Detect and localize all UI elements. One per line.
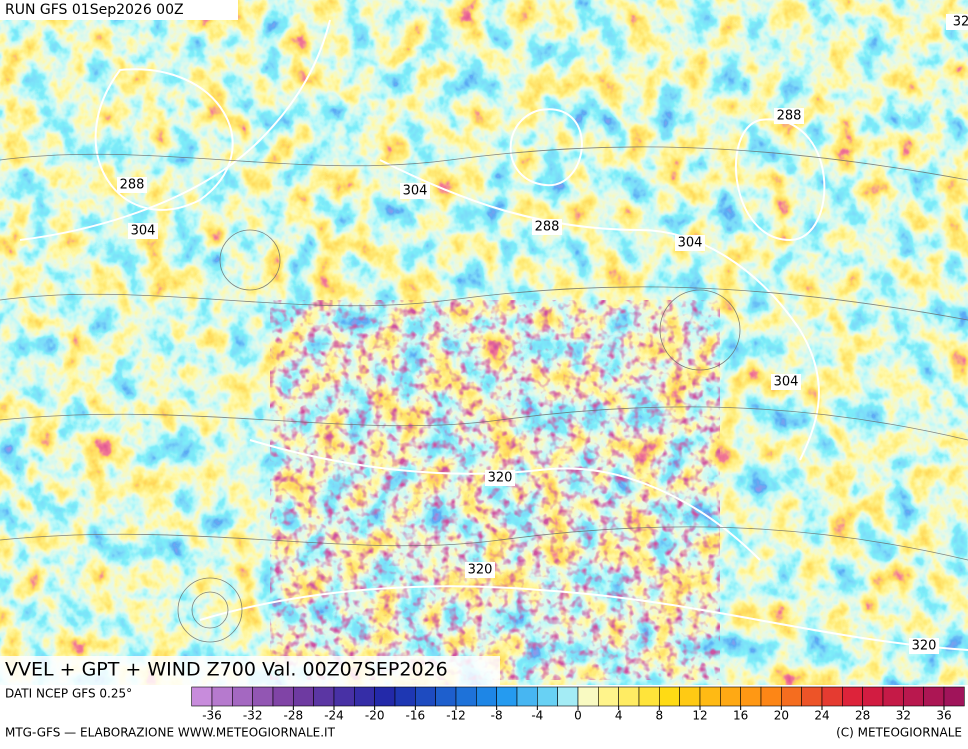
run-label: RUN GFS 01Sep2026 00Z — [5, 2, 184, 18]
colorbar-swatch — [455, 686, 477, 707]
colorbar: -36 -32 -28 -24 -20 -16 -12 -8 -4 0 4 8 12 16 20 24 28 32… — [191, 686, 965, 723]
contour-label-box — [532, 219, 562, 235]
colorbar-swatch — [923, 686, 945, 707]
colorbar-swatch — [537, 686, 558, 707]
colorbar-swatch — [781, 686, 802, 707]
contour-label: 288 — [535, 220, 560, 235]
colorbar-swatch — [882, 686, 904, 707]
colorbar-tick-label: 16 — [733, 709, 748, 723]
run-box — [0, 0, 238, 20]
contour-label-box — [485, 470, 515, 486]
colorbar-swatch — [252, 686, 274, 707]
colorbar-tick-label: -32 — [243, 709, 263, 723]
title-box — [0, 656, 500, 685]
contour-label-box — [400, 183, 430, 199]
colorbar-swatch — [516, 686, 538, 707]
colorbar-tick-label: 8 — [656, 709, 664, 723]
colorbar-swatch — [577, 686, 599, 707]
colorbar-swatch — [699, 686, 721, 707]
colorbar-swatch — [720, 686, 741, 707]
colorbar-swatch — [618, 686, 640, 707]
colorbar-swatch — [801, 686, 823, 707]
colorbar-tick-label: 0 — [574, 709, 582, 723]
colorbar-tick-label: 4 — [615, 709, 623, 723]
colorbar-tick-label: -12 — [446, 709, 466, 723]
contour-label-box — [117, 177, 147, 193]
contour-label: 304 — [403, 184, 428, 199]
colorbar-swatch — [943, 686, 965, 707]
colorbar-tick-label: -20 — [365, 709, 385, 723]
contour-label: 304 — [131, 224, 156, 239]
colorbar-swatch — [435, 686, 457, 707]
contour-label-box — [909, 638, 939, 654]
contour-label-box — [946, 14, 968, 30]
contour-label: 320 — [912, 639, 937, 654]
colorbar-swatch — [211, 686, 233, 707]
map-title: VVEL + GPT + WIND Z700 Val. 00Z07SEP2026 — [5, 659, 448, 681]
colorbar-swatch — [476, 686, 497, 707]
contour-label: 288 — [120, 178, 145, 193]
contour-labels: 288 304 304 288 288 304 304 320 320 320 32 — [117, 14, 968, 654]
colorbar-tick-label: 20 — [774, 709, 789, 723]
colorbar-swatch — [638, 686, 660, 707]
colorbar-tick-label: -24 — [324, 709, 344, 723]
colorbar-swatch — [415, 686, 436, 707]
convective-region — [270, 300, 720, 680]
colorbar-swatch — [313, 686, 335, 707]
contour-label: 32 — [953, 15, 968, 30]
colorbar-swatch — [862, 686, 884, 707]
contour-label: 304 — [678, 236, 703, 251]
colorbar-tick-label: 32 — [896, 709, 911, 723]
colorbar-swatch — [557, 686, 579, 707]
contour-label: 304 — [774, 375, 799, 390]
contour-label-box — [774, 108, 804, 124]
colorbar-swatch — [760, 686, 782, 707]
colorbar-tick-label: -28 — [284, 709, 304, 723]
colorbar-swatch — [354, 686, 375, 707]
colorbar-tick-label: -8 — [491, 709, 503, 723]
map-area: 288 304 304 288 288 304 304 320 320 320 32 RUN GFS… — [0, 0, 968, 685]
colorbar-swatch — [293, 686, 314, 707]
colorbar-swatch — [374, 686, 396, 707]
contour-label-box — [675, 235, 705, 251]
contour-label: 288 — [777, 109, 802, 124]
contour-label-box — [128, 223, 158, 239]
colorbar-tick-label: 12 — [692, 709, 707, 723]
colorbar-swatch — [821, 686, 843, 707]
colorbar-swatch — [394, 686, 416, 707]
colorbar-swatch — [333, 686, 355, 707]
colorbar-swatch — [496, 686, 518, 707]
colorbar-tick-label: -36 — [202, 709, 222, 723]
source-label: DATI NCEP GFS 0.25° — [5, 687, 132, 701]
colorbar-swatch — [740, 686, 762, 707]
colorbar-swatch — [903, 686, 924, 707]
wind-streamlines — [0, 146, 968, 643]
colorbar-swatch — [191, 686, 213, 707]
colorbar-tick-label: -16 — [406, 709, 426, 723]
colorbar-tick-label: 24 — [814, 709, 829, 723]
contour-label-box — [771, 374, 801, 390]
contour-label: 320 — [488, 471, 513, 486]
copyright-label: (C) METEOGIORNALE — [836, 726, 962, 740]
colorbar-swatch — [659, 686, 680, 707]
colorbar-tick-label: -4 — [531, 709, 543, 723]
colorbar-swatch — [679, 686, 701, 707]
colorbar-swatch — [842, 686, 863, 707]
credit-label: MTG-GFS — ELABORAZIONE WWW.METEOGIORNALE… — [5, 726, 336, 740]
colorbar-tick-label: 28 — [855, 709, 870, 723]
contour-label-box — [465, 562, 495, 578]
colorbar-tick-label: 36 — [936, 709, 951, 723]
colorbar-swatch — [232, 686, 253, 707]
contour-label: 320 — [468, 563, 493, 578]
colorbar-swatch — [272, 686, 294, 707]
colorbar-swatch — [598, 686, 619, 707]
